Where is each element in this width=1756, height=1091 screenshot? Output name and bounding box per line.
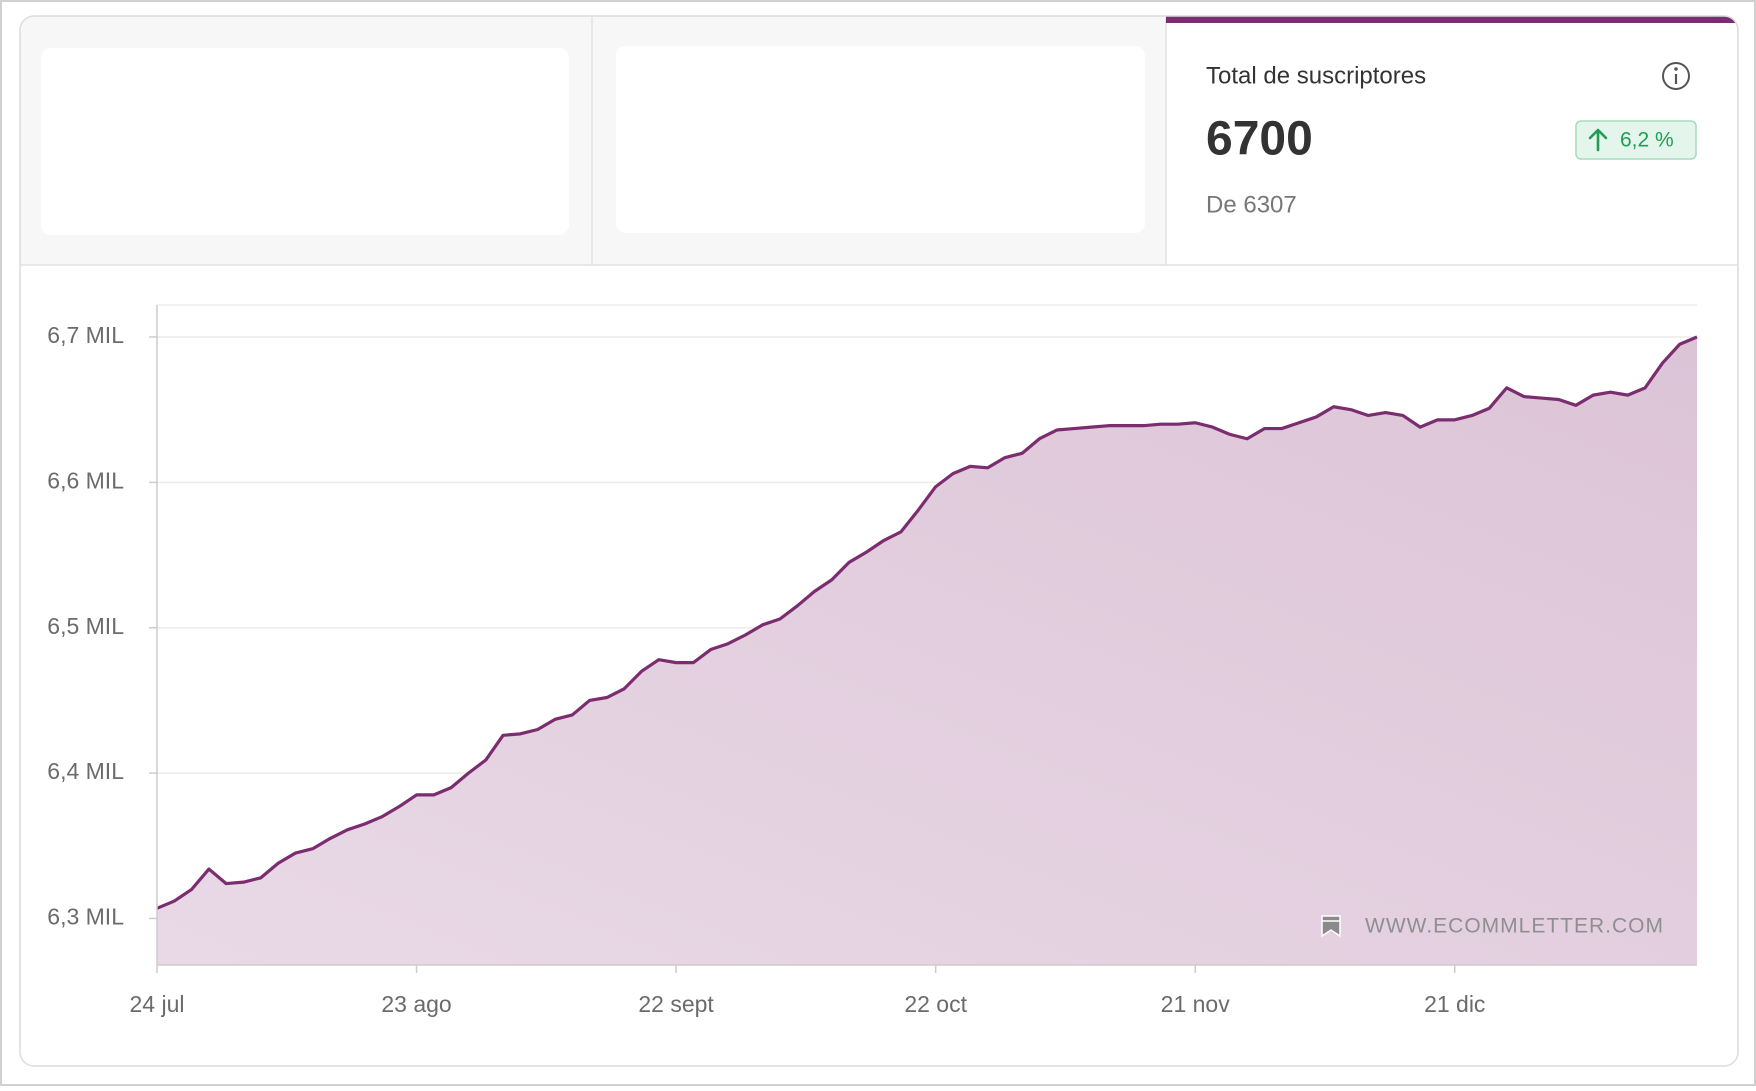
x-tick-label: 22 sept [638,991,714,1017]
x-tick-label: 21 dic [1424,991,1485,1017]
x-tick-label: 23 ago [381,991,451,1017]
active-bar [1166,16,1738,23]
metric-value: 6700 [1206,113,1313,166]
y-tick-label: 6,7 MIL [47,322,124,348]
y-tick-label: 6,4 MIL [47,758,124,784]
x-tick-label: 22 oct [904,991,967,1017]
placeholder [616,46,1145,233]
watermark-text: WWW.ECOMMLETTER.COM [1365,915,1664,938]
info-icon[interactable] [1662,62,1690,90]
y-tick-label: 6,3 MIL [47,904,124,930]
card-border [19,15,1739,1067]
x-tick-label: 24 jul [130,991,185,1017]
metric-previous: De 6307 [1206,191,1297,218]
area [157,336,1697,966]
metric-title: Total de suscriptores [1206,62,1426,89]
chart: 6,3 MIL 6,4 MIL 6,5 MIL 6,6 MIL 6,7 MIL 24 ju… [47,304,1698,1017]
change-text: 6,2 % [1620,129,1674,152]
x-tick-label: 21 nov [1161,991,1231,1017]
y-tick-label: 6,6 MIL [47,467,124,493]
watermark: WWW.ECOMMLETTER.COM [1321,915,1664,938]
change-badge: 6,2 % [1575,120,1697,160]
watermark-icon [1321,915,1341,938]
line [156,335,1698,910]
placeholder [41,48,569,235]
y-tick-label: 6,5 MIL [47,613,124,639]
